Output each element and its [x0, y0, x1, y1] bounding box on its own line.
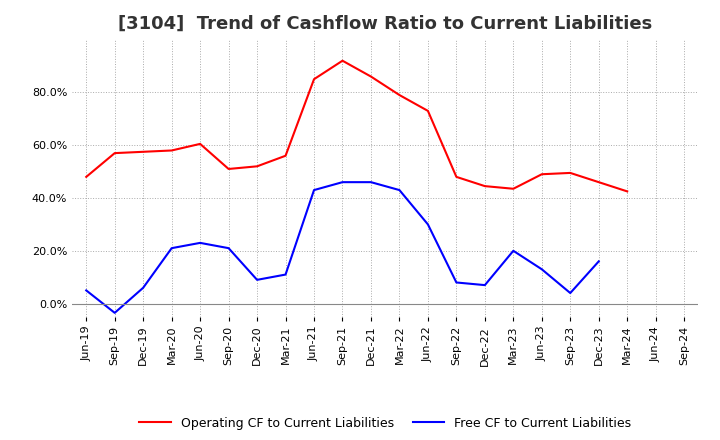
Operating CF to Current Liabilities	[509, 186, 518, 191]
Free CF to Current Liabilities	[509, 248, 518, 253]
Free CF to Current Liabilities	[366, 180, 375, 185]
Free CF to Current Liabilities	[310, 187, 318, 193]
Free CF to Current Liabilities	[139, 285, 148, 290]
Free CF to Current Liabilities	[167, 246, 176, 251]
Operating CF to Current Liabilities	[282, 153, 290, 158]
Operating CF to Current Liabilities	[452, 174, 461, 180]
Free CF to Current Liabilities	[537, 267, 546, 272]
Operating CF to Current Liabilities	[338, 58, 347, 63]
Free CF to Current Liabilities	[196, 240, 204, 246]
Operating CF to Current Liabilities	[480, 183, 489, 189]
Free CF to Current Liabilities	[480, 282, 489, 288]
Free CF to Current Liabilities	[423, 222, 432, 227]
Free CF to Current Liabilities	[82, 288, 91, 293]
Operating CF to Current Liabilities	[167, 148, 176, 153]
Operating CF to Current Liabilities	[139, 149, 148, 154]
Free CF to Current Liabilities	[225, 246, 233, 251]
Operating CF to Current Liabilities	[82, 174, 91, 180]
Operating CF to Current Liabilities	[566, 170, 575, 176]
Operating CF to Current Liabilities	[537, 172, 546, 177]
Operating CF to Current Liabilities	[253, 164, 261, 169]
Free CF to Current Liabilities	[282, 272, 290, 277]
Operating CF to Current Liabilities	[366, 74, 375, 79]
Operating CF to Current Liabilities	[423, 108, 432, 114]
Operating CF to Current Liabilities	[110, 150, 119, 156]
Legend: Operating CF to Current Liabilities, Free CF to Current Liabilities: Operating CF to Current Liabilities, Fre…	[135, 412, 636, 435]
Free CF to Current Liabilities	[110, 310, 119, 315]
Title: [3104]  Trend of Cashflow Ratio to Current Liabilities: [3104] Trend of Cashflow Ratio to Curren…	[118, 15, 652, 33]
Operating CF to Current Liabilities	[225, 166, 233, 172]
Operating CF to Current Liabilities	[623, 189, 631, 194]
Free CF to Current Liabilities	[566, 290, 575, 296]
Line: Free CF to Current Liabilities: Free CF to Current Liabilities	[86, 182, 599, 313]
Operating CF to Current Liabilities	[310, 77, 318, 82]
Operating CF to Current Liabilities	[395, 92, 404, 98]
Operating CF to Current Liabilities	[196, 141, 204, 147]
Operating CF to Current Liabilities	[595, 180, 603, 185]
Free CF to Current Liabilities	[595, 259, 603, 264]
Free CF to Current Liabilities	[338, 180, 347, 185]
Free CF to Current Liabilities	[253, 277, 261, 282]
Free CF to Current Liabilities	[395, 187, 404, 193]
Free CF to Current Liabilities	[452, 280, 461, 285]
Line: Operating CF to Current Liabilities: Operating CF to Current Liabilities	[86, 61, 627, 191]
